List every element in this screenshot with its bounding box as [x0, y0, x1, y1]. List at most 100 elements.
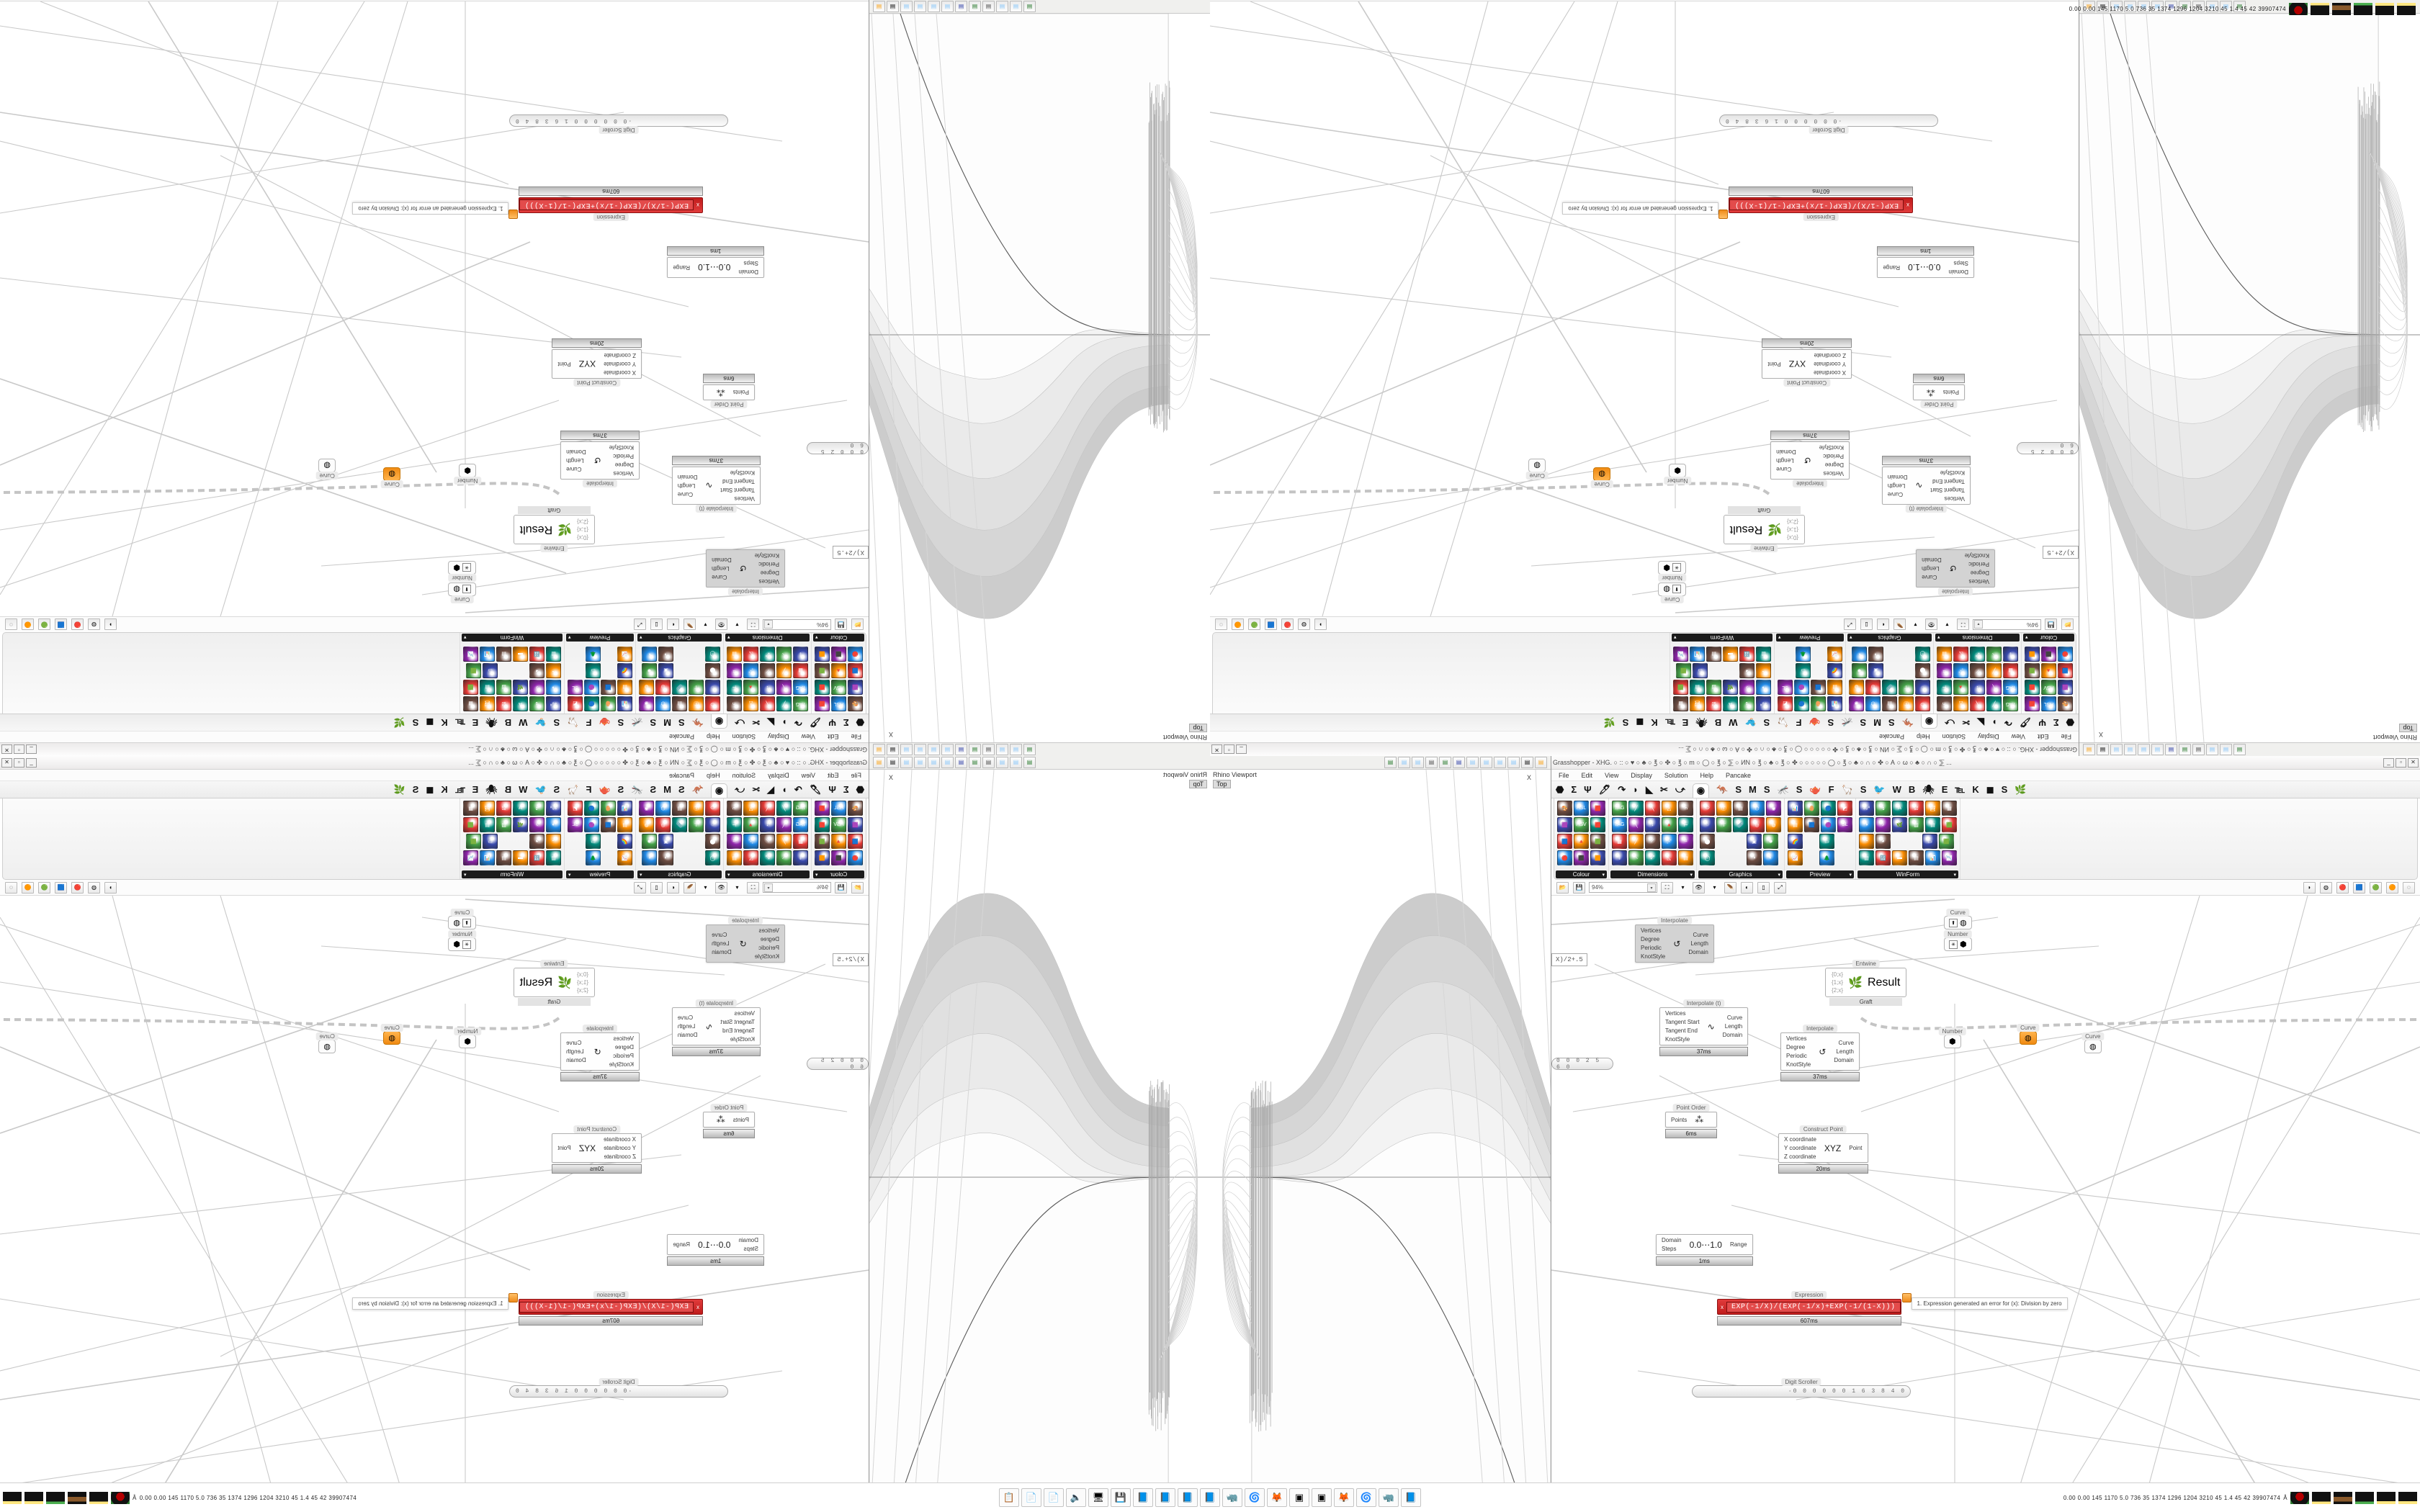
minimize-button[interactable]: _: [1236, 745, 1247, 755]
ribbon-icon-graphics-10[interactable]: ⬤: [705, 834, 720, 849]
node-input-port[interactable]: Z coordinate: [1784, 1153, 1816, 1160]
node-input-port[interactable]: Tangent Start: [1665, 1019, 1700, 1025]
ribbon-icon-winform-4[interactable]: 🏞: [1690, 696, 1705, 711]
ribbon-icon-preview-7[interactable]: SL: [1837, 817, 1852, 832]
ribbon-icon-dimensions-4[interactable]: ⫙: [727, 801, 742, 816]
menu-bar[interactable]: File Edit View Display Solution Help Pancake: [1551, 770, 2420, 781]
ribbon-icon-dimensions-4[interactable]: ⫙: [1937, 696, 1952, 711]
e-tab[interactable]: E: [472, 718, 479, 727]
amber-icon[interactable]: 🟠: [22, 882, 34, 894]
dotted-icon[interactable]: ◌: [5, 619, 17, 631]
expression-bar[interactable]: x EXP(-1/X)/(EXP(-1/x)+EXP(-1/(1-X))): [1729, 197, 1913, 213]
ribbon-icon-dimensions-11[interactable]: ╱: [776, 663, 792, 678]
chevron-down-icon[interactable]: ▾: [764, 883, 773, 892]
ribbon-icon-dimensions-14[interactable]: ⌗: [727, 663, 742, 678]
ribbon-icon-colour-5[interactable]: 🟥: [2025, 680, 2040, 695]
cluster-icon[interactable]: ▯: [650, 619, 663, 631]
node-body[interactable]: X coordinate Y coordinate Z coordinate XYZ P…: [552, 349, 642, 379]
t3-tab[interactable]: ℡: [455, 785, 465, 794]
ribbon-icon-dimensions-16[interactable]: ⟍: [776, 850, 792, 865]
speaker-icon[interactable]: ▤: [982, 757, 995, 768]
node-body[interactable]: Domain Steps 0.0⋯1.0 Range: [667, 257, 764, 278]
profiler-icon[interactable]: ◐: [1741, 882, 1753, 894]
close-button[interactable]: ✕: [2408, 758, 2419, 768]
ribbon-icon-winform-7[interactable]: ♪: [529, 817, 544, 832]
ribbon-icon-graphics-10[interactable]: ⬤: [705, 663, 720, 678]
node-curve-param-2[interactable]: Curve ◍: [383, 1031, 400, 1045]
ribbon-icon-colour-4[interactable]: HSV: [2041, 680, 2056, 695]
ribbon-icon-colour-1[interactable]: HSL: [831, 801, 846, 816]
ribbon-icon-winform-0[interactable]: 3₂⁴: [1756, 696, 1771, 711]
ribbon-icon-graphics-14[interactable]: ✹: [642, 834, 657, 849]
doc4-icon[interactable]: ▤: [1507, 757, 1520, 768]
node-input-port[interactable]: Tangent Start: [720, 1019, 755, 1025]
ribbon-icon-dimensions-15[interactable]: ⫾: [2003, 647, 2018, 662]
ribbon-icon-colour-3[interactable]: 🟪: [848, 680, 863, 695]
ribbon-icon-winform-18[interactable]: ▥: [546, 647, 561, 662]
s2-tab[interactable]: S: [650, 718, 656, 727]
properties-icon[interactable]: ▤: [2233, 744, 2246, 755]
node-interpolate-1[interactable]: Interpolate Vertices Degree Periodic KnotSty…: [706, 924, 785, 963]
minimize-button[interactable]: _: [26, 758, 37, 768]
ribbon-icon-preview-6[interactable]: 🟣: [1794, 680, 1809, 695]
ribbon-icon-graphics-4[interactable]: ◉: [1849, 696, 1864, 711]
blue-tab[interactable]: ◼: [1636, 718, 1644, 727]
ribbon-icon-preview-10[interactable]: ▭: [586, 663, 601, 678]
open-icon[interactable]: 📂: [851, 882, 864, 894]
bird-tab[interactable]: 🐦: [534, 718, 546, 727]
ribbon-icon-dimensions-4[interactable]: ⫙: [1678, 801, 1693, 816]
node-body[interactable]: Vertices Degree Periodic KnotStyle ↺ Curve Len…: [1780, 1032, 1860, 1071]
notes-icon[interactable]: 📋: [999, 1488, 1019, 1507]
ribbon-icon-winform-12[interactable]: ◔: [546, 834, 561, 849]
w-tab[interactable]: W: [1893, 785, 1901, 794]
node-output-port[interactable]: Domain: [1834, 1057, 1854, 1063]
layers2-icon[interactable]: ▤: [996, 757, 1008, 768]
b-tab[interactable]: B: [1715, 718, 1721, 727]
node-body[interactable]: Vertices Degree Periodic KnotStyle ↺ Curve Len…: [706, 924, 785, 963]
ribbon-icon-winform-10[interactable]: ▤: [480, 817, 495, 832]
ribbon-icon-winform-19[interactable]: 🔢: [529, 850, 544, 865]
ribbon-icon-winform-12[interactable]: ◔: [546, 663, 561, 678]
node-interpolate-2[interactable]: Interpolate Vertices Degree Periodic KnotSty…: [1780, 1032, 1860, 1081]
menu-item-help[interactable]: Help: [707, 734, 720, 741]
maximize-button[interactable]: ▫: [14, 745, 24, 755]
f-tab[interactable]: F: [1829, 785, 1834, 794]
ribbon-icon-colour-8[interactable]: 🟩: [815, 663, 830, 678]
ribbon-icon-colour-5[interactable]: 🟥: [1590, 817, 1605, 832]
ribbon-icon-preview-14[interactable]: 🌲: [1796, 647, 1811, 662]
kangaroo-tab[interactable]: 🦘: [692, 718, 704, 727]
node-input-port[interactable]: {1;x}: [1832, 978, 1843, 986]
properties-icon[interactable]: ▤: [1023, 744, 1036, 755]
error-marker-icon[interactable]: [508, 210, 518, 219]
spider-tab[interactable]: 🕷: [1922, 785, 1935, 794]
firefox2-icon[interactable]: 🦊: [1334, 1488, 1354, 1507]
node-curve-param-2[interactable]: Curve ◍: [383, 467, 400, 481]
bird-tab[interactable]: 🐦: [1873, 785, 1885, 794]
ribbon-icon-colour-2[interactable]: 🟥: [2025, 696, 2040, 711]
node-body[interactable]: {0;x} {1;x} {2;x} 🌿 Result: [1724, 515, 1805, 544]
gh-canvas[interactable]: Interpolate Vertices Degree Periodic KnotSty…: [1210, 1, 2079, 616]
doc4-icon[interactable]: ▤: [2110, 744, 2123, 755]
ribbon-icon-graphics-7[interactable]: 🔗: [672, 680, 687, 695]
node-interpolate-t[interactable]: Interpolate (t) Vertices Tangent Start Tang…: [672, 456, 761, 505]
node-expression[interactable]: Expression x EXP(-1/X)/(EXP(-1/x)+EXP(-1/(…: [1717, 1299, 1901, 1326]
shaded-icon[interactable]: ◗: [1314, 619, 1327, 631]
capture-icon[interactable]: ▤: [969, 757, 981, 768]
node-interpolate-t[interactable]: Interpolate (t) Vertices Tangent Start Tang…: [1659, 1007, 1748, 1056]
llama-tab[interactable]: 🦙: [567, 718, 578, 727]
ribbon-icon-preview-7[interactable]: SL: [568, 680, 583, 695]
ribbon-icon-dimensions-19[interactable]: ▤: [1678, 850, 1693, 865]
ribbon-icon-graphics-1[interactable]: Ⓣ: [1716, 801, 1731, 816]
chevron-down-icon-1[interactable]: ▾: [732, 883, 743, 893]
digit-scroller-2-value[interactable]: 0 0 0 2 5 6 0: [812, 1058, 864, 1071]
ribbon-icon-winform-5[interactable]: ▦: [1673, 696, 1688, 711]
ribbon-icon-winform-18[interactable]: ▥: [1859, 850, 1874, 865]
ribbon-icon-winform-6[interactable]: ◑: [1859, 817, 1874, 832]
k-tab[interactable]: K: [1972, 785, 1978, 794]
digit-scroller-2-value[interactable]: 0 0 0 2 5 6 0: [1556, 1058, 1608, 1071]
ribbon-icon-preview-14[interactable]: 🌲: [1819, 850, 1834, 865]
ribbon-icon-winform-23[interactable]: 📉: [463, 647, 478, 662]
blender-icon[interactable]: 🌀: [1245, 1488, 1265, 1507]
node-input-port[interactable]: Steps: [1662, 1246, 1682, 1252]
node-digit-scroller[interactable]: Digit Scroller ·0 0 0 0 0 0 1 6 3 8 4 0: [1692, 1385, 1911, 1398]
